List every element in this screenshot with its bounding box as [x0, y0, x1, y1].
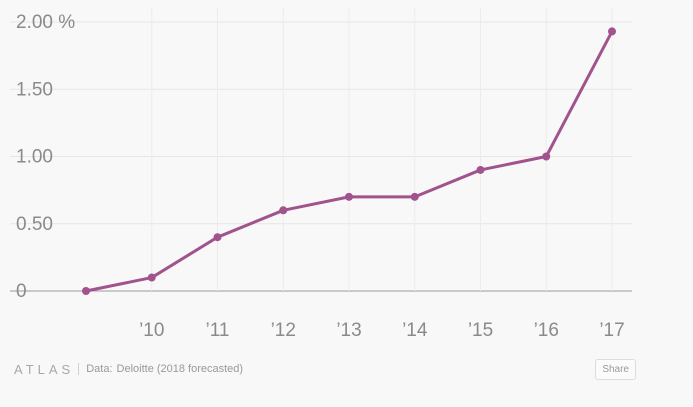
data-point[interactable]	[345, 192, 353, 201]
source-label: Data:	[86, 363, 113, 375]
data-point[interactable]	[82, 287, 90, 295]
atlas-logo[interactable]: ATLAS	[14, 361, 75, 377]
data-points	[82, 27, 616, 295]
data-point[interactable]	[147, 273, 156, 282]
x-axis-tick-labels: ’10 ’11 ’12 ’13 ’14 ’15 ’16 ’17	[139, 320, 625, 341]
data-point[interactable]	[410, 192, 419, 201]
y-tick-label: 0.50	[16, 214, 53, 235]
x-tick-label: ’11	[206, 320, 230, 341]
share-button[interactable]: Share	[595, 358, 636, 380]
y-axis-tick-labels: 0 0.50 1.00 1.50 2.00 %	[16, 12, 75, 302]
data-point[interactable]	[213, 233, 222, 242]
data-point[interactable]	[279, 206, 288, 215]
y-tick-label: 1.00	[16, 147, 53, 168]
x-tick-label: ’16	[534, 320, 559, 341]
chart-footer: ATLAS Data: Deloitte (2018 forecasted) S…	[14, 357, 636, 381]
data-point[interactable]	[476, 165, 485, 174]
grid-lines	[10, 8, 632, 292]
footer-divider	[78, 363, 80, 375]
x-tick-label: ’10	[139, 320, 164, 341]
y-tick-label: 1.50	[16, 79, 53, 100]
line-chart: 00.501.001.502.00 % ’10’11’12’13’14’15’1…	[10, 8, 632, 341]
x-tick-label: ’12	[271, 320, 296, 341]
x-tick-label: ’14	[402, 320, 428, 341]
data-point[interactable]	[542, 152, 551, 161]
x-tick-label: ’15	[468, 320, 493, 341]
y-tick-label: 2.00 %	[16, 12, 75, 33]
x-tick-label: ’17	[599, 320, 624, 341]
data-point[interactable]	[608, 27, 616, 36]
x-tick-label: ’13	[336, 320, 361, 341]
source-text: Deloitte (2018 forecasted)	[116, 363, 244, 375]
y-tick-label: 0	[16, 281, 27, 302]
